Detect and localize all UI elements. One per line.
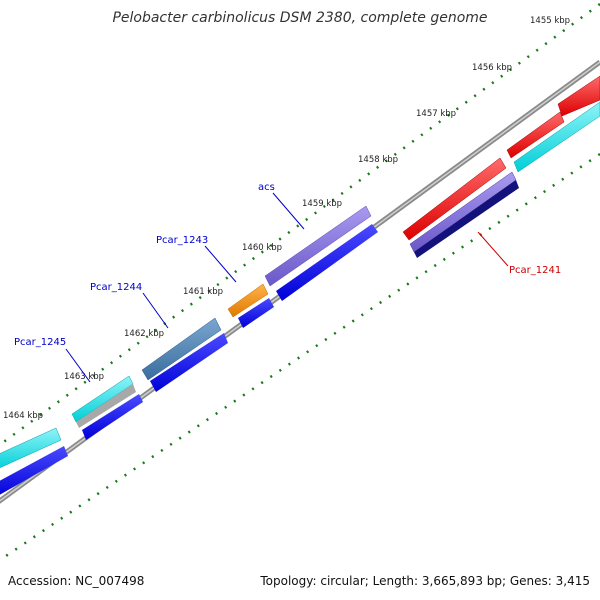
ruler-label: 1463 kbp xyxy=(64,372,104,382)
gene-purple-lower[interactable] xyxy=(409,171,517,253)
ruler-label: 1462 kbp xyxy=(124,329,164,339)
leader-line-pcar-1243 xyxy=(204,245,237,283)
gene-pcar-1241[interactable] xyxy=(402,157,507,241)
gene-cyan-left[interactable] xyxy=(0,427,62,470)
gene-pcar-1243[interactable] xyxy=(227,283,269,318)
inner-tick-ruler xyxy=(0,152,600,562)
leader-line-pcar-1241 xyxy=(477,231,509,267)
leader-line-pcar-1245 xyxy=(65,348,91,383)
gene-label-pcar-1243[interactable]: Pcar_1243 xyxy=(156,235,208,246)
gene-red-2[interactable] xyxy=(506,111,565,159)
ruler-label: 1459 kbp xyxy=(302,199,342,209)
ruler-label: 1456 kbp xyxy=(472,63,512,73)
gene-red-3[interactable] xyxy=(557,75,600,117)
gene-cyan-right[interactable] xyxy=(513,101,600,173)
gene-blue-left[interactable] xyxy=(0,446,68,498)
gene-pcar-1244[interactable] xyxy=(141,317,222,381)
gene-blue-3[interactable] xyxy=(150,333,228,392)
ruler-label: 1455 kbp xyxy=(530,16,570,26)
ruler-label: 1460 kbp xyxy=(242,243,282,253)
leader-line-acs xyxy=(272,192,305,230)
genome-title: Pelobacter carbinolicus DSM 2380, comple… xyxy=(112,10,488,26)
ruler-label: 1457 kbp xyxy=(416,109,456,119)
gene-label-pcar-1245[interactable]: Pcar_1245 xyxy=(14,337,66,348)
gene-pcar-1245-shadow[interactable] xyxy=(76,384,136,428)
gene-blue-1[interactable] xyxy=(276,224,378,301)
gene-blue-4[interactable] xyxy=(82,394,143,440)
gene-acs[interactable] xyxy=(264,205,372,287)
ruler-label: 1461 kbp xyxy=(183,287,223,297)
gene-navy-lower[interactable] xyxy=(414,180,519,258)
gene-label-acs[interactable]: acs xyxy=(258,182,275,193)
leader-line-pcar-1244 xyxy=(142,292,169,329)
ruler-label: 1458 kbp xyxy=(358,155,398,165)
gene-label-pcar-1244[interactable]: Pcar_1244 xyxy=(90,282,142,293)
accession-label: Accession: NC_007498 xyxy=(8,574,145,588)
ruler-label: 1464 kbp xyxy=(3,411,43,421)
gene-label-pcar-1241[interactable]: Pcar_1241 xyxy=(509,265,561,276)
topology-label: Topology: circular; Length: 3,665,893 bp… xyxy=(260,574,590,588)
gene-blue-2[interactable] xyxy=(238,298,274,328)
